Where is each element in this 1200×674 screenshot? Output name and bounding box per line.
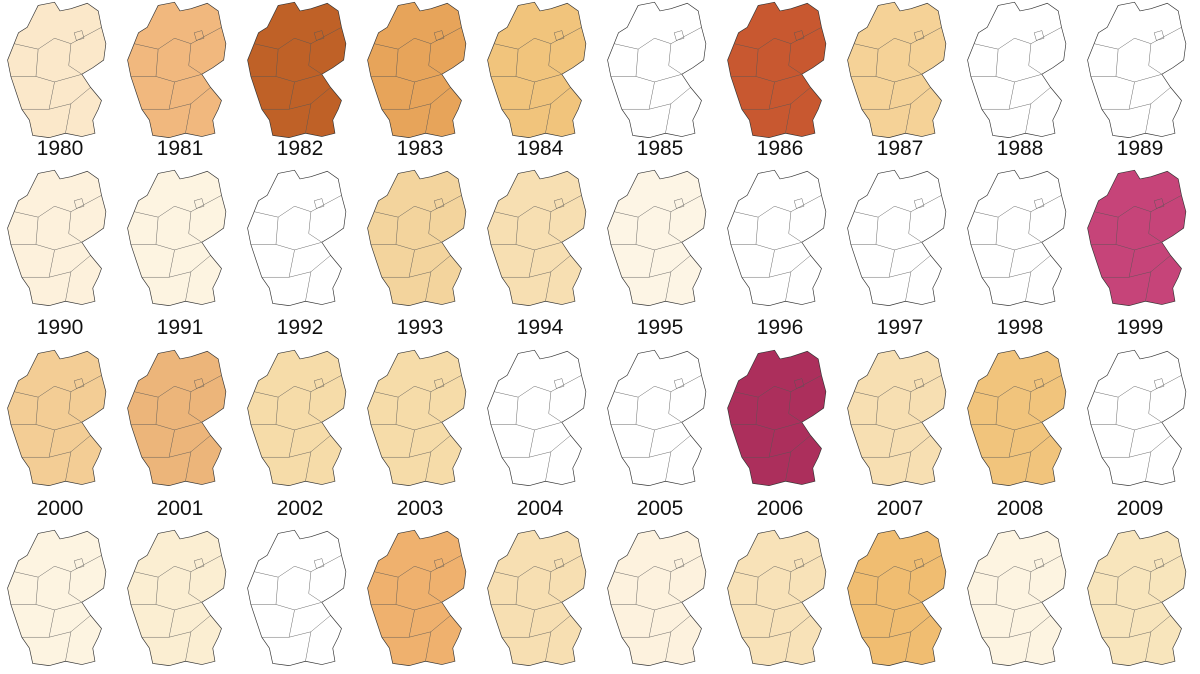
map <box>607 529 707 666</box>
year-label: 1981 <box>157 137 204 160</box>
year-label: 2008 <box>997 497 1044 520</box>
year-label: 2000 <box>37 497 84 520</box>
year-label: 2005 <box>637 497 684 520</box>
map <box>127 169 227 306</box>
map <box>247 349 347 486</box>
map <box>247 169 347 306</box>
year-label: 2003 <box>397 497 444 520</box>
year-label: 1994 <box>517 316 564 339</box>
map <box>847 349 947 486</box>
map <box>127 349 227 486</box>
year-label: 1985 <box>637 137 684 160</box>
map <box>967 169 1067 306</box>
map <box>487 349 587 486</box>
year-label: 1984 <box>517 137 564 160</box>
map <box>487 529 587 666</box>
year-label: 1982 <box>277 137 324 160</box>
map <box>847 1 947 138</box>
map <box>1087 1 1187 138</box>
map <box>967 349 1067 486</box>
year-label: 1999 <box>1117 316 1164 339</box>
map <box>967 529 1067 666</box>
map <box>607 1 707 138</box>
map <box>367 529 467 666</box>
panels: 1980 1981 1982 1983 1984 1985 1986 1987 1988 1989… <box>7 1 1187 666</box>
year-label: 2002 <box>277 497 324 520</box>
year-label: 1996 <box>757 316 804 339</box>
map <box>1087 169 1187 306</box>
year-label: 1998 <box>997 316 1044 339</box>
year-label: 1983 <box>397 137 444 160</box>
map <box>7 349 107 486</box>
map <box>247 529 347 666</box>
map <box>487 169 587 306</box>
year-label: 1990 <box>37 316 84 339</box>
year-label: 1986 <box>757 137 804 160</box>
map <box>727 349 827 486</box>
map <box>847 169 947 306</box>
map <box>7 169 107 306</box>
year-label: 1992 <box>277 316 324 339</box>
map <box>847 529 947 666</box>
year-label: 1988 <box>997 137 1044 160</box>
map <box>367 1 467 138</box>
year-label: 1991 <box>157 316 204 339</box>
year-label: 1987 <box>877 137 924 160</box>
map <box>367 349 467 486</box>
map <box>7 529 107 666</box>
map <box>487 1 587 138</box>
map <box>7 1 107 138</box>
year-label: 2007 <box>877 497 924 520</box>
map <box>727 529 827 666</box>
year-label: 2004 <box>517 497 564 520</box>
map <box>127 1 227 138</box>
map <box>607 169 707 306</box>
map <box>1087 349 1187 486</box>
year-label: 1997 <box>877 316 924 339</box>
map <box>967 1 1067 138</box>
year-label: 1989 <box>1117 137 1164 160</box>
map <box>367 169 467 306</box>
map <box>127 529 227 666</box>
year-label: 1980 <box>37 137 84 160</box>
map <box>247 1 347 138</box>
year-label: 2009 <box>1117 497 1164 520</box>
year-label: 2006 <box>757 497 804 520</box>
map <box>1087 529 1187 666</box>
year-label: 1995 <box>637 316 684 339</box>
map <box>727 169 827 306</box>
year-label: 2001 <box>157 497 204 520</box>
map <box>727 1 827 138</box>
year-label: 1993 <box>397 316 444 339</box>
map <box>607 349 707 486</box>
